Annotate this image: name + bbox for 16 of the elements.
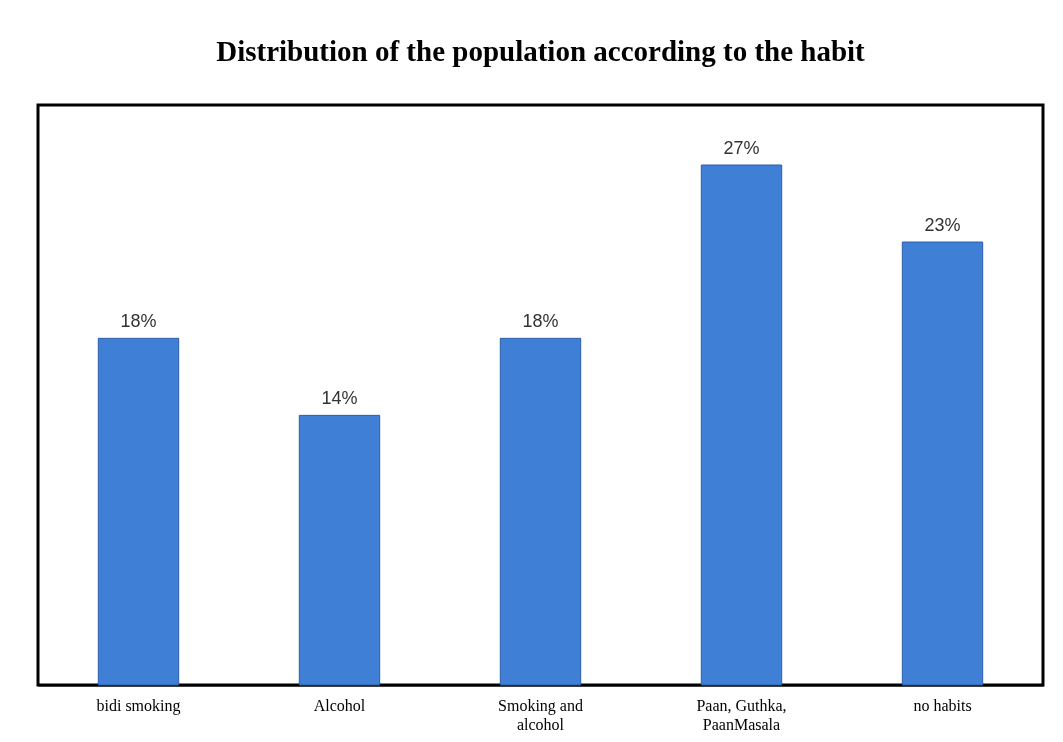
chart-title: Distribution of the population according to the habit [216,35,866,67]
data-label: 14% [321,388,358,409]
data-label: 23% [924,215,961,236]
bar [700,164,783,686]
bar [499,337,582,686]
bar [298,414,381,686]
x-tick-label: no habits [913,696,972,714]
data-label: 18% [120,311,157,332]
x-tick-label: bidi smoking [96,696,181,715]
data-label: 27% [723,138,760,158]
bar [97,337,180,686]
x-tick-label: Smoking and alcohol [498,696,583,733]
x-tick-label: Alcohol [313,696,366,714]
bar [901,241,984,686]
x-tick-label: Paan, Guthka, PaanMasala [696,696,787,733]
data-label: 18% [522,311,559,332]
